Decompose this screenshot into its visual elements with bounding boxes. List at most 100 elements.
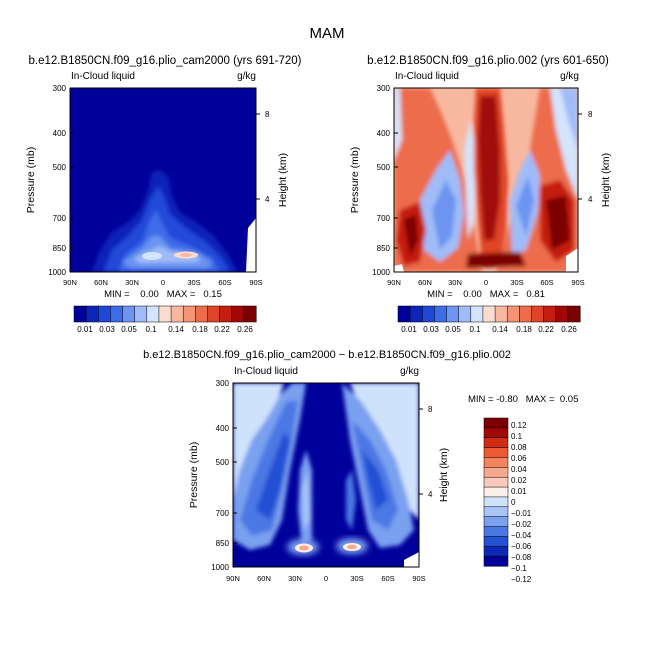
x-tick-label: 90S [249, 278, 262, 287]
colorbar-swatch [146, 305, 160, 323]
colorbar-swatch [85, 305, 99, 323]
colorbar-label: 0.22 [538, 325, 554, 334]
colorbar-label: 0.26 [237, 325, 253, 334]
colorbar-swatch [483, 516, 509, 528]
colorbar-label: 0 [511, 498, 516, 507]
panel-cam2000-units: g/kg [237, 71, 256, 82]
panel-difference-ylabel: Pressure (mb) [188, 442, 200, 509]
height-tick-label: 4 [265, 195, 270, 204]
colorbar-swatch [531, 305, 545, 323]
y-tick-label: 850 [216, 539, 230, 548]
panel-cam2000-field [70, 88, 256, 272]
x-tick-label: 60S [381, 574, 394, 583]
colorbar-label: 0.08 [511, 443, 527, 452]
panel-plio002-x-axis: 90N 60N 30N 0 30S 60S 90S [387, 278, 585, 287]
panel-plio002-height-axis: 8 4 [578, 110, 593, 204]
colorbar-label: 0.14 [168, 325, 184, 334]
y-tick-label: 400 [53, 129, 67, 138]
panel-plio002-field [394, 88, 578, 272]
colorbar-swatch [483, 457, 509, 468]
panel-plio002-y-axis: 300 400 500 700 850 1000 [372, 84, 398, 277]
colorbar-label: −0.12 [511, 575, 532, 584]
colorbar-swatches [397, 305, 581, 323]
colorbar-label: −0.08 [511, 553, 532, 562]
height-tick-label: 8 [588, 110, 593, 119]
x-tick-label: 30N [288, 574, 302, 583]
colorbar-swatch [494, 305, 508, 323]
colorbar-label: −0.1 [511, 564, 527, 573]
panel-cam2000-colorbar: 0.01 0.03 0.05 0.1 0.14 0.18 0.22 0.26 [73, 305, 257, 334]
panel-difference-colorbar: 0.12 0.1 0.08 0.06 0.04 0.02 0.01 0 −0.0… [483, 417, 532, 584]
x-tick-label: 60N [94, 278, 108, 287]
colorbar-swatch [483, 437, 509, 449]
panel-difference: b.e12.B1850CN.f09_g16.plio_cam2000 − b.e… [143, 349, 578, 584]
panel-plio002-min-max: MIN = 0.00 MAX = 0.81 [427, 289, 545, 300]
panel-difference-units: g/kg [400, 366, 419, 377]
y-tick-label: 700 [377, 214, 391, 223]
panel-cam2000-y-axis: 300 400 500 700 850 1000 [48, 84, 74, 277]
colorbar-swatch [483, 536, 509, 547]
panel-difference-x-axis: 90N 60N 30N 0 30S 60S 90S [226, 574, 426, 583]
colorbar-swatch [231, 305, 245, 323]
colorbar-swatch [483, 546, 509, 557]
y-tick-label: 300 [377, 84, 391, 93]
panel-plio002-title: b.e12.B1850CN.f09_g16.plio.002 (yrs 601-… [367, 55, 609, 67]
x-tick-label: 90N [63, 278, 77, 287]
panel-difference-y-axis: 300 400 500 700 850 1000 [211, 379, 237, 572]
y-tick-label: 1000 [48, 268, 66, 277]
panel-plio002-units: g/kg [560, 71, 579, 82]
colorbar-swatch [482, 305, 496, 323]
figure-title: MAM [310, 25, 345, 42]
y-tick-label: 400 [216, 424, 230, 433]
panel-plio002: b.e12.B1850CN.f09_g16.plio.002 (yrs 601-… [349, 55, 612, 334]
panel-cam2000-x-axis: 90N 60N 30N 0 30S 60S 90S [63, 278, 263, 287]
x-tick-label: 60N [257, 574, 271, 583]
panel-cam2000-variable: In-Cloud liquid [71, 71, 135, 82]
panel-plio002-ylabel: Pressure (mb) [349, 147, 361, 214]
colorbar-swatches [73, 305, 257, 323]
colorbar-label: 0.05 [121, 325, 137, 334]
height-tick-label: 4 [428, 490, 433, 499]
colorbar-swatch [219, 305, 233, 323]
colorbar-label: 0.12 [511, 421, 527, 430]
colorbar-swatch [207, 305, 221, 323]
x-tick-label: 60N [418, 278, 432, 287]
height-tick-label: 4 [588, 195, 593, 204]
y-tick-label: 850 [53, 244, 67, 253]
y-tick-label: 500 [53, 163, 67, 172]
x-tick-label: 0 [161, 278, 165, 287]
colorbar-swatch [483, 526, 509, 537]
panel-cam2000-title: b.e12.B1850CN.f09_g16.plio_cam2000 (yrs … [29, 55, 302, 67]
colorbar-label: 0.05 [445, 325, 461, 334]
colorbar-swatch [409, 305, 423, 323]
y-tick-label: 500 [377, 163, 391, 172]
y-tick-label: 850 [377, 244, 391, 253]
colorbar-label: 0.01 [401, 325, 417, 334]
panel-difference-title: b.e12.B1850CN.f09_g16.plio_cam2000 − b.e… [143, 349, 511, 361]
colorbar-label: −0.04 [511, 531, 532, 540]
panel-difference-field [233, 383, 419, 567]
y-tick-label: 700 [53, 214, 67, 223]
x-tick-label: 90N [226, 574, 240, 583]
colorbar-label: 0.1 [145, 325, 157, 334]
colorbar-label: 0.03 [99, 325, 115, 334]
colorbar-label: 0.1 [469, 325, 481, 334]
colorbar-swatch [483, 467, 509, 478]
x-tick-label: 90N [387, 278, 401, 287]
y-tick-label: 1000 [211, 563, 229, 572]
colorbar-swatch [170, 305, 184, 323]
colorbar-label: 0.01 [511, 487, 527, 496]
colorbar-swatch [434, 305, 448, 323]
height-tick-label: 8 [428, 405, 433, 414]
colorbar-swatch [543, 305, 557, 323]
colorbar-swatch [397, 305, 411, 323]
y-tick-label: 300 [216, 379, 230, 388]
colorbar-label: −0.06 [511, 542, 532, 551]
y-tick-label: 500 [216, 458, 230, 467]
panel-difference-ylabel-right: Height (km) [438, 448, 450, 502]
x-tick-label: 90S [412, 574, 425, 583]
colorbar-swatch [73, 305, 87, 323]
x-tick-label: 0 [324, 574, 328, 583]
colorbar-swatch [483, 417, 509, 429]
